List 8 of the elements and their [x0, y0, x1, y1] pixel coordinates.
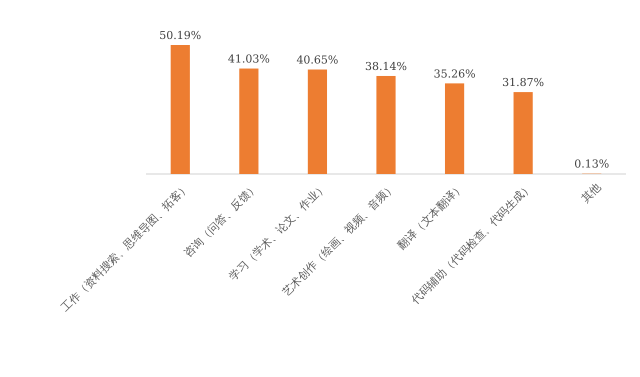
- data-label: 40.65%: [296, 54, 338, 67]
- data-label: 50.19%: [159, 29, 202, 42]
- data-label: 35.26%: [434, 67, 476, 80]
- data-label: 0.13%: [574, 158, 610, 171]
- data-label: 41.03%: [228, 52, 270, 66]
- data-label: 38.14%: [365, 60, 407, 73]
- x-tick-label: 其他: [578, 180, 604, 206]
- data-label: 31.87%: [502, 76, 544, 90]
